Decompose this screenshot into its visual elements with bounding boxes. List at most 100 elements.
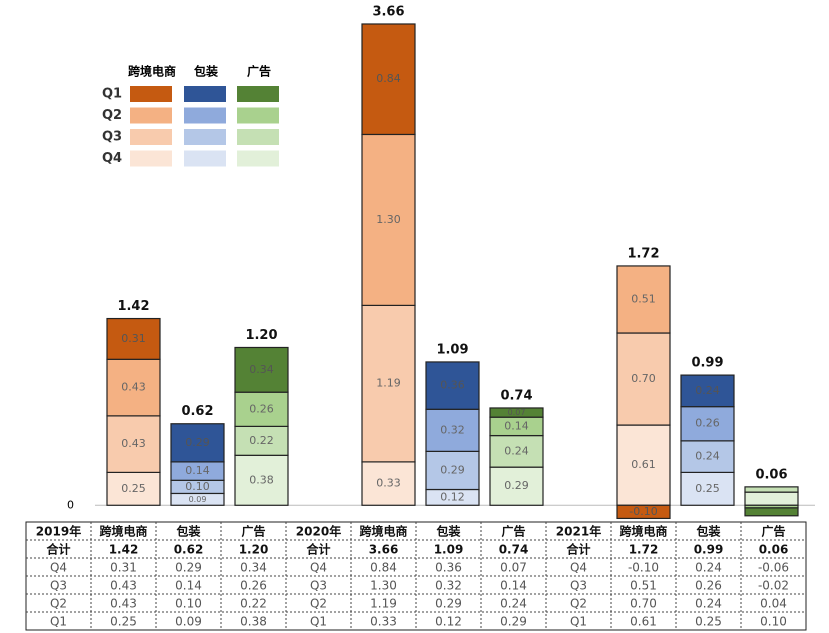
table-cell: 0.29 xyxy=(500,615,527,629)
bar-segment xyxy=(616,504,671,520)
table-cell: 0.12 xyxy=(435,615,462,629)
segment-label: 0.70 xyxy=(631,372,656,385)
segment-label: 0.34 xyxy=(249,363,274,376)
segment-label: 0.43 xyxy=(121,381,146,394)
segment-label: 0.26 xyxy=(695,417,720,430)
segment-label: 0.10 xyxy=(185,480,210,493)
bar-segment xyxy=(106,471,161,506)
legend-label: Q3 xyxy=(102,130,122,145)
table-cell: 0.43 xyxy=(110,597,137,611)
table-cell: 0.70 xyxy=(630,597,657,611)
table-cell: 0.84 xyxy=(370,561,397,575)
table-cell: 0.43 xyxy=(110,579,137,593)
segment-label: 0.29 xyxy=(185,436,210,449)
table-cell: 合计 xyxy=(306,542,330,557)
table-cell: Q1 xyxy=(50,615,67,629)
legend-swatch xyxy=(184,86,226,102)
table-cell: 0.29 xyxy=(435,597,462,611)
table-cell: 1.20 xyxy=(239,543,269,557)
bar-segment xyxy=(680,406,735,442)
table-cell: 0.10 xyxy=(175,597,202,611)
bar-segment xyxy=(489,434,544,468)
table-cell: 0.26 xyxy=(695,579,722,593)
segment-label: 0.24 xyxy=(695,450,720,463)
table-cell: 广告 xyxy=(761,524,785,539)
table-cell: 0.99 xyxy=(694,543,724,557)
table-cell: Q1 xyxy=(310,615,327,629)
bar-segment xyxy=(744,486,799,493)
table-cell: 0.51 xyxy=(630,579,657,593)
table-cell: 0.24 xyxy=(695,561,722,575)
segment-label: 0.33 xyxy=(376,477,401,490)
legend-header: 跨境电商 xyxy=(128,64,176,79)
segment-label: 1.19 xyxy=(376,377,401,390)
table-cell: 0.33 xyxy=(370,615,397,629)
table-cell: 0.24 xyxy=(695,597,722,611)
legend-swatch xyxy=(237,150,279,167)
bar-segment xyxy=(234,346,289,393)
table-cell: 0.62 xyxy=(174,543,204,557)
legend-header: 包装 xyxy=(193,64,218,79)
segment-label: 0.26 xyxy=(249,402,274,415)
segment-label: 0.25 xyxy=(121,482,146,495)
legend-swatch xyxy=(130,129,172,145)
total-label: 0.99 xyxy=(691,356,723,371)
total-label: 1.72 xyxy=(627,246,659,261)
table-cell: 0.22 xyxy=(240,597,267,611)
legend-swatch xyxy=(130,150,172,167)
table-cell: 0.09 xyxy=(175,615,202,629)
table-cell: Q4 xyxy=(310,561,327,575)
segment-label: 0.43 xyxy=(121,437,146,450)
table-cell: 1.09 xyxy=(434,543,464,557)
legend-swatch xyxy=(184,129,226,145)
table-cell: 0.24 xyxy=(500,597,527,611)
table-cell: 0.07 xyxy=(500,561,527,575)
bar-segment xyxy=(361,461,416,506)
segment-label: 0.14 xyxy=(185,464,210,477)
table-cell: 合计 xyxy=(566,542,590,557)
table-cell: 0.25 xyxy=(110,615,137,629)
bar-segment xyxy=(234,391,289,427)
legend-swatch xyxy=(184,150,226,167)
table-cell: 1.72 xyxy=(629,543,659,557)
legend-swatch xyxy=(184,107,226,124)
legend-swatch xyxy=(237,86,279,102)
table-cell: 包装 xyxy=(435,524,460,539)
bar-segment xyxy=(106,317,161,360)
bar-segment xyxy=(744,491,799,506)
segment-label: 0.12 xyxy=(440,490,465,503)
bar-segment xyxy=(680,471,735,506)
bar-segment xyxy=(744,507,799,517)
segment-label: 0.32 xyxy=(440,423,465,436)
table-cell: 0.32 xyxy=(435,579,462,593)
table-cell: 0.38 xyxy=(240,615,267,629)
table-cell: 0.06 xyxy=(759,543,789,557)
table-cell: Q3 xyxy=(310,579,327,593)
table-cell: Q4 xyxy=(570,561,587,575)
segment-label: 0.31 xyxy=(121,332,146,345)
segment-label: 0.51 xyxy=(631,292,656,305)
table-cell: Q1 xyxy=(570,615,587,629)
table-cell: 2019年 xyxy=(36,524,81,539)
y-tick-label: 0 xyxy=(67,498,74,511)
legend-swatch xyxy=(237,129,279,145)
table-cell: 0.14 xyxy=(500,579,527,593)
bar-segment xyxy=(361,304,416,463)
bar-segment xyxy=(680,374,735,408)
bar-segment xyxy=(234,425,289,456)
table-cell: Q2 xyxy=(310,597,327,611)
segment-label: 0.84 xyxy=(376,72,401,85)
segment-label: 0.36 xyxy=(440,379,465,392)
segment-label: 0.09 xyxy=(189,495,207,504)
bar-segment xyxy=(425,361,480,410)
table-cell: 包装 xyxy=(175,524,200,539)
bar-segment xyxy=(106,415,161,474)
table-cell: 1.42 xyxy=(109,543,139,557)
bar-segment xyxy=(616,265,671,334)
table-cell: 跨境电商 xyxy=(619,524,667,539)
legend-swatch xyxy=(130,86,172,102)
table-cell: 0.74 xyxy=(499,543,529,557)
table-cell: 0.14 xyxy=(175,579,202,593)
legend-label: Q2 xyxy=(102,108,122,123)
